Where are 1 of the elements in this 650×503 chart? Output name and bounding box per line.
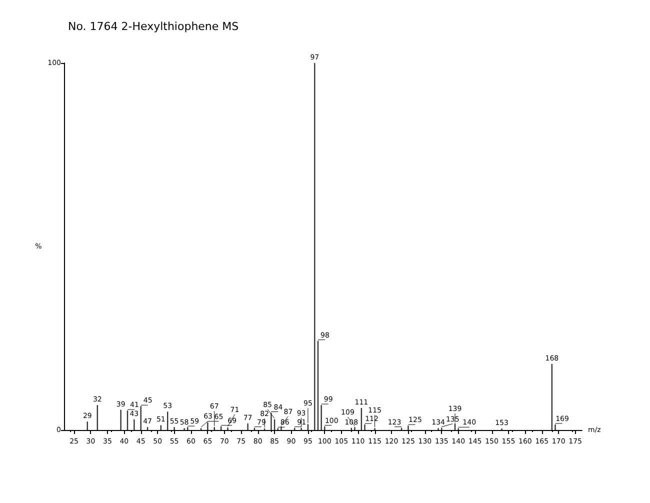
- chart-title: No. 1764 2-Hexylthiophene MS: [68, 20, 239, 33]
